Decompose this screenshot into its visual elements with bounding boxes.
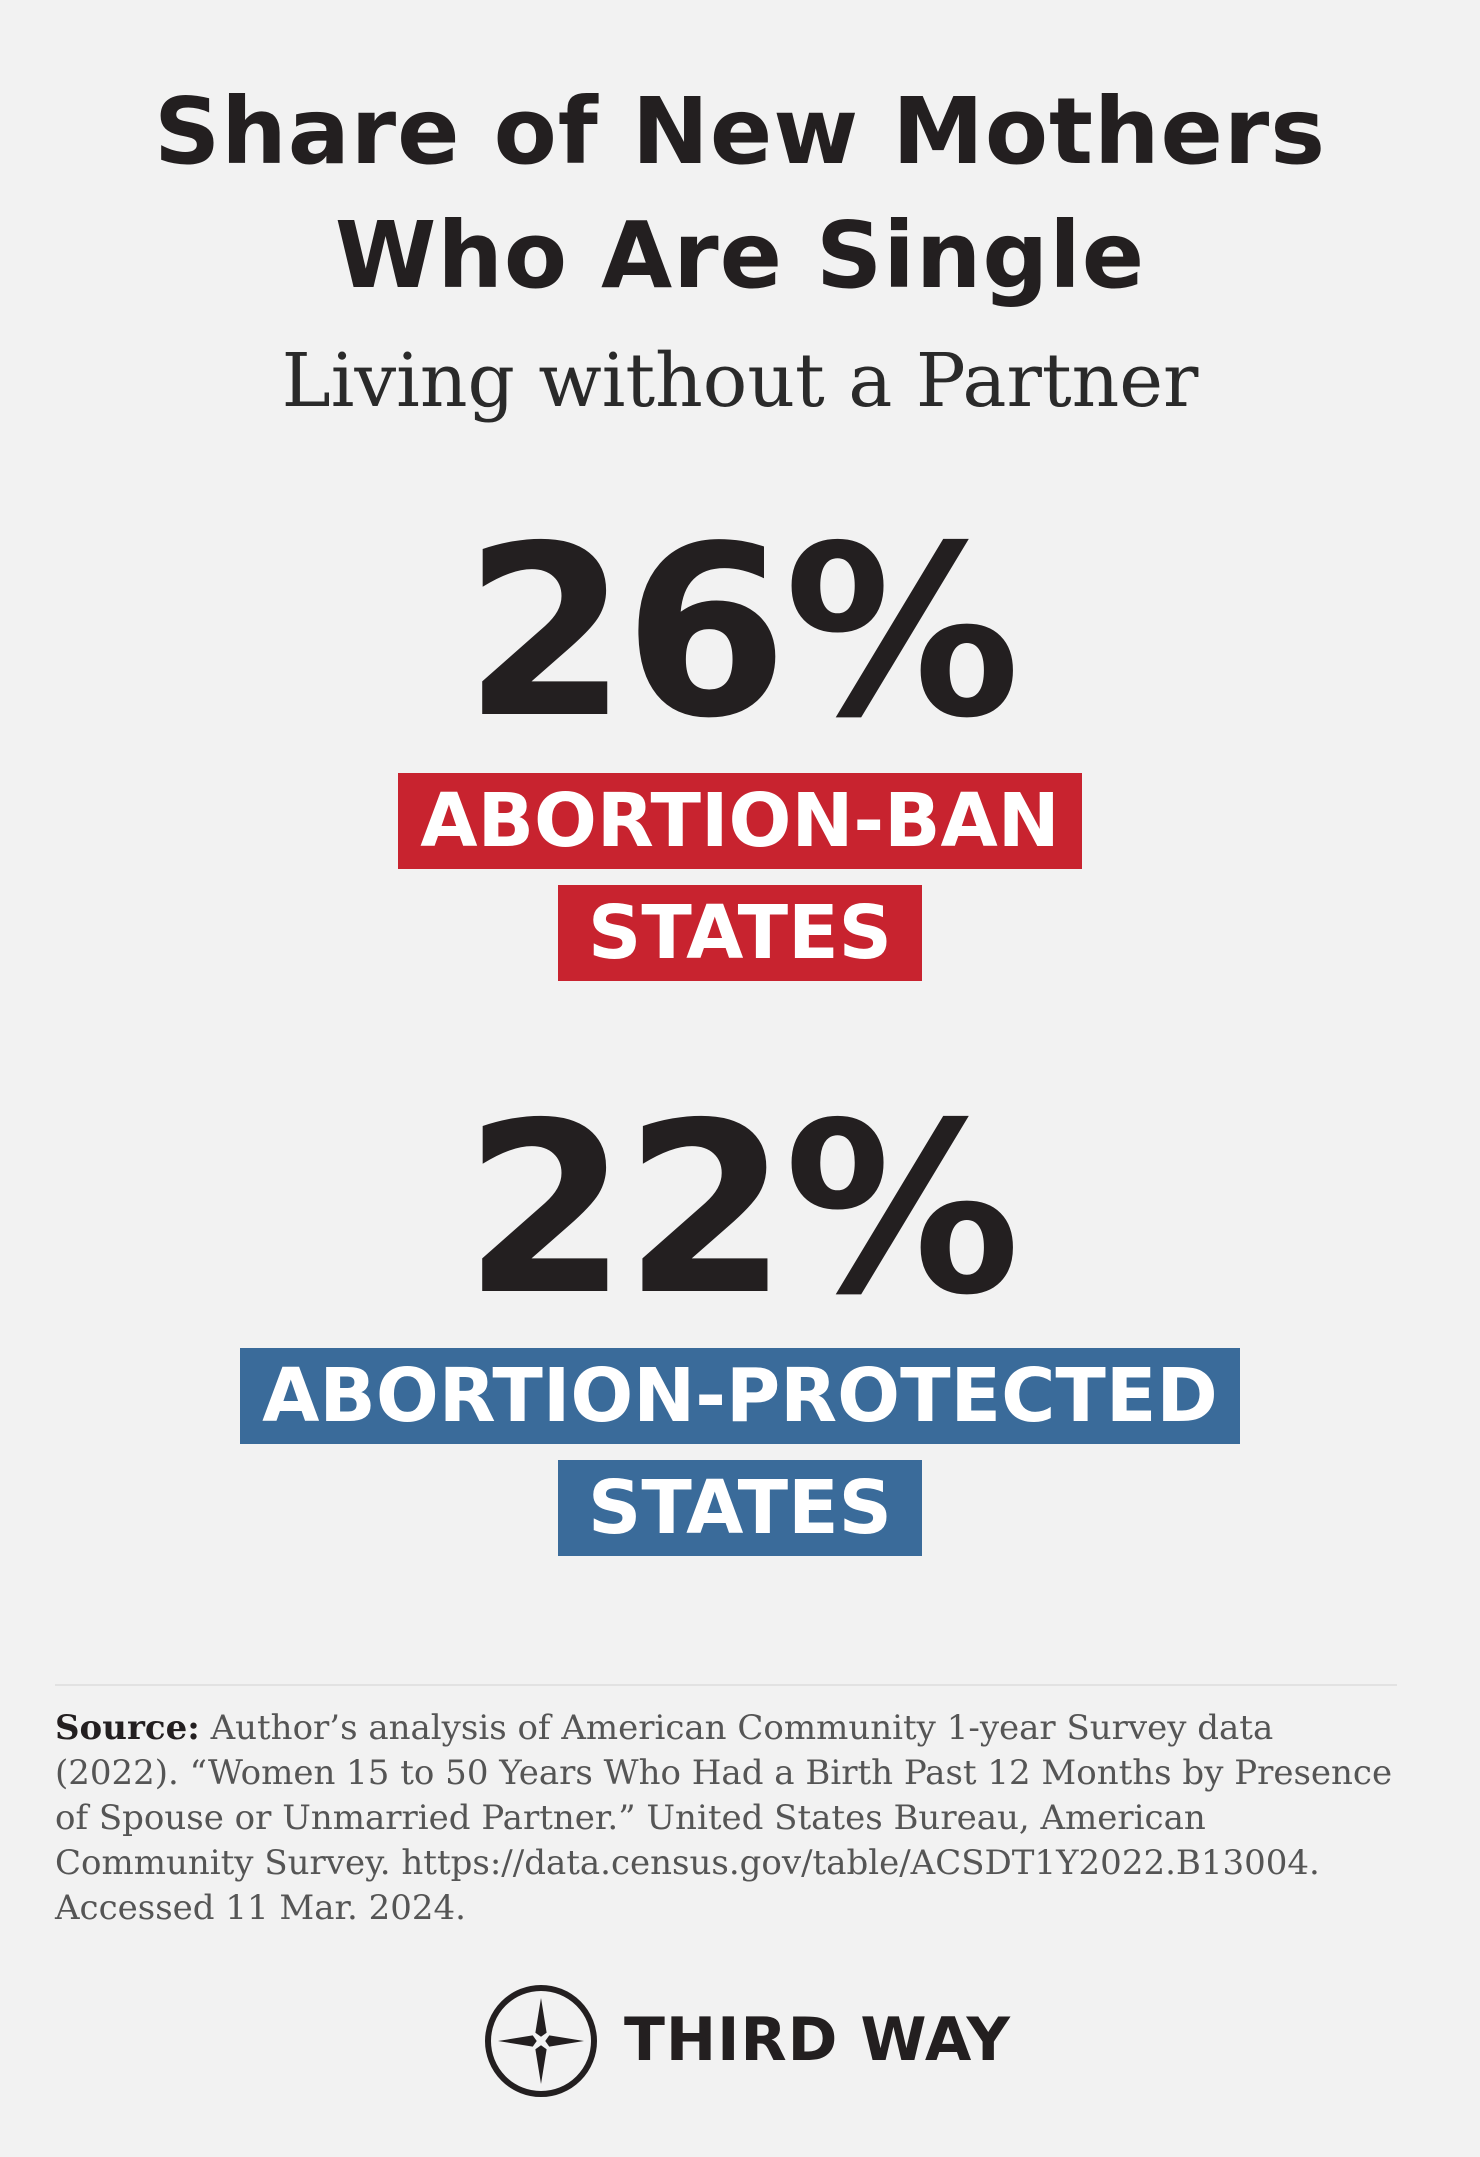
source-line: Accessed 11 Mar. 2024.	[55, 1888, 466, 1928]
divider	[55, 1684, 1397, 1686]
stat-label: ABORTION-BAN	[398, 773, 1082, 869]
stat-value: 22%	[463, 1072, 1021, 1347]
stat-label: ABORTION-PROTECTED	[240, 1348, 1240, 1444]
stat-value: 26%	[463, 495, 1021, 770]
source-text: Author’s analysis of American Community …	[210, 1708, 1274, 1748]
title: Share of New Mothers Who Are Single	[0, 70, 1480, 318]
source-line: (2022). “Women 15 to 50 Years Who Had a …	[55, 1753, 1393, 1793]
brand: THIRD WAY	[624, 2005, 1011, 2075]
stat-label-row: STATES	[0, 885, 1480, 981]
source-label: Source:	[55, 1708, 200, 1748]
source-line: Community Survey. https://data.census.go…	[55, 1843, 1320, 1883]
source-line: Source: Author’s analysis of American Co…	[55, 1706, 1392, 1751]
logo-icon	[485, 1985, 597, 2097]
stat-label-row: ABORTION-BAN	[0, 773, 1480, 869]
source-line: of Spouse or Unmarried Partner.” United …	[55, 1798, 1206, 1838]
title-line: Share of New Mothers	[153, 78, 1327, 185]
stat-label-row: STATES	[0, 1460, 1480, 1556]
title-line: Who Are Single	[334, 202, 1146, 309]
stat-label-row: ABORTION-PROTECTED	[0, 1348, 1480, 1444]
stat-label: STATES	[558, 885, 922, 981]
source: Source: Author’s analysis of American Co…	[55, 1706, 1392, 1931]
subtitle: Living without a Partner	[281, 338, 1199, 424]
stat-label: STATES	[558, 1460, 922, 1556]
